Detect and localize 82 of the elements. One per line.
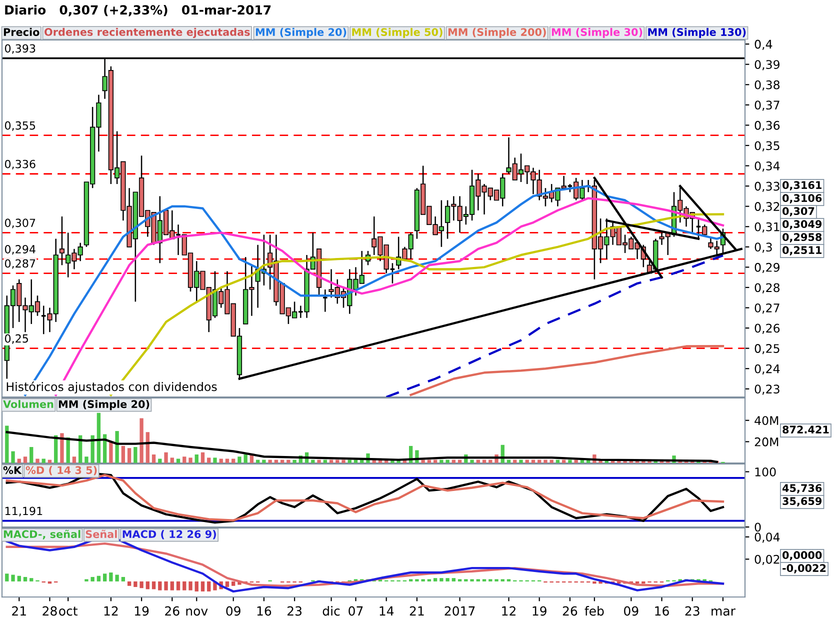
chart-title: Diario 0,307 (+2,33%) 01-mar-2017: [5, 4, 271, 16]
x-tick-label: 07: [348, 606, 363, 616]
y-tick-label: 0,29: [754, 262, 780, 274]
series-label: %K: [3, 466, 22, 474]
text: 0,0000: [782, 551, 822, 560]
y-tick-label: 0,28: [754, 283, 780, 294]
series-label: %D ( 14 3 5): [26, 466, 97, 476]
text: Ordenes recientemente ejecutadas: [44, 28, 250, 38]
y-tick-label: 0,34: [754, 161, 780, 172]
y-tick-label: 0,3: [754, 242, 772, 253]
y-tick-label: 0,32: [754, 202, 780, 212]
ref-line-label: 0,336: [4, 160, 36, 170]
x-tick-label: 19: [134, 606, 149, 616]
x-tick-label: 21: [410, 606, 424, 616]
series-label: Volumen: [3, 400, 54, 408]
y-tick-label: 0,37: [754, 100, 780, 111]
text: MM (Simple 20): [58, 400, 150, 410]
y-tick-label: 0,4: [754, 40, 772, 50]
ref-line-label: 0,307: [4, 218, 36, 228]
annotation: Históricos ajustados con dividendos: [6, 382, 217, 394]
x-tick-label: 23: [685, 606, 700, 616]
x-tick-label: 09: [226, 606, 240, 616]
x-tick-label: 14: [380, 606, 394, 616]
ref-line-label: 0,287: [4, 259, 36, 269]
x-tick-label: 12: [104, 606, 118, 616]
y-tick-label: 0,33: [754, 182, 780, 192]
text: MM (Simple 200): [448, 28, 546, 38]
x-tick-label: 12: [502, 606, 516, 616]
series-label: Señal: [86, 530, 117, 538]
y-tick-label: 0,27: [754, 303, 780, 314]
y-tick-label: 0,23: [754, 384, 780, 395]
x-tick-label: 28: [42, 606, 57, 616]
ref-line-label: 11,191: [5, 506, 42, 516]
x-tick-label: mar: [712, 608, 736, 616]
y-tick-label: 0,02: [754, 554, 780, 566]
x-tick-label: oct: [59, 606, 78, 616]
text: 35,659: [782, 497, 822, 506]
y-tick-label: 20M: [754, 437, 778, 446]
text: 45,736: [782, 484, 822, 494]
x-tick-label: 26: [165, 606, 180, 616]
x-tick-label: 23: [288, 606, 302, 616]
ref-line-label: 0,294: [4, 245, 36, 255]
text: MM (Simple 130): [648, 28, 746, 38]
y-tick-label: 0,35: [754, 141, 780, 152]
ref-line-label: 0,355: [4, 121, 36, 131]
y-tick-label: 100: [755, 467, 776, 476]
y-tick-label: 40M: [754, 416, 778, 426]
text: MM (Simple 50): [352, 28, 442, 38]
x-tick-label: 09: [624, 606, 638, 616]
text: MM (Simple 20): [256, 28, 346, 38]
x-tick-label: 2017: [444, 606, 475, 616]
text: 0,2958: [782, 233, 822, 242]
y-tick-label: 0,24: [754, 364, 780, 374]
y-tick-label: 0,31: [754, 222, 780, 232]
x-tick-label: feb: [584, 606, 604, 616]
text: 0,3106: [782, 194, 822, 204]
y-tick-label: 0,04: [754, 532, 780, 543]
text: -0,0022: [782, 564, 826, 574]
y-tick-label: 0,26: [754, 324, 780, 334]
x-tick-label: dic: [322, 606, 340, 616]
series-label: MACD ( 12 26 9): [122, 530, 216, 540]
y-tick-label: 0,25: [754, 344, 780, 354]
x-tick-label: 16: [655, 606, 669, 616]
text: MM (Simple 30): [552, 28, 642, 38]
text: 0,307: [782, 207, 814, 216]
x-tick-label: 16: [257, 606, 272, 616]
text: 0,3049: [782, 220, 822, 230]
text: MACD-, señal: [4, 530, 80, 540]
y-tick-label: 0,39: [754, 60, 780, 70]
text: 872.421: [782, 426, 829, 434]
x-tick-label: nov: [186, 608, 208, 616]
x-tick-label: 21: [12, 606, 26, 616]
x-tick-label: 19: [532, 606, 546, 616]
y-tick-label: 0: [754, 522, 761, 532]
text: 0,3161: [782, 181, 822, 190]
legend-title: Precio: [4, 28, 40, 36]
text: 0,2511: [782, 246, 822, 256]
x-tick-label: 26: [562, 606, 578, 616]
y-tick-label: 0,36: [754, 120, 780, 132]
ref-line-label: 0,25: [4, 334, 28, 344]
y-tick-label: 0,38: [754, 80, 780, 90]
ref-line-label: 0,393: [4, 44, 36, 54]
